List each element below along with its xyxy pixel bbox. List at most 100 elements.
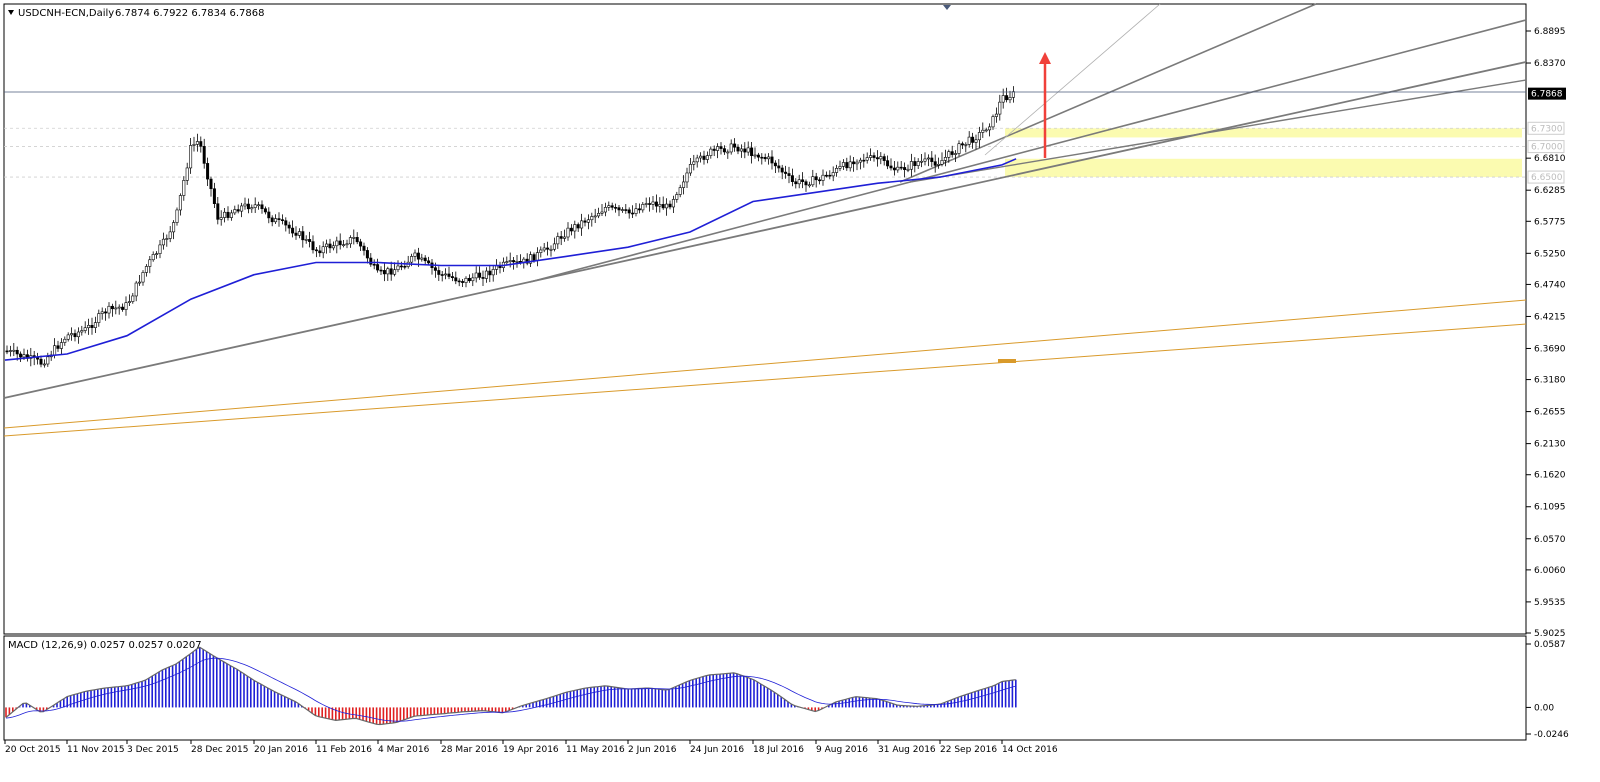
candle-body: [838, 166, 842, 169]
candle-body: [797, 179, 801, 185]
candle-body: [127, 301, 131, 303]
candle-body: [114, 307, 118, 310]
candle-body: [352, 237, 356, 239]
candle-body: [875, 157, 879, 160]
candle-body: [892, 167, 896, 171]
price-tick-label: 6.6810: [1534, 154, 1566, 164]
candle-body: [161, 238, 165, 246]
candle-body: [763, 157, 767, 160]
candle-body: [308, 239, 312, 242]
candle-body: [753, 154, 757, 157]
candle-body: [954, 153, 958, 155]
candle-body: [678, 187, 682, 195]
candle-body: [318, 250, 322, 254]
candle-body: [821, 174, 825, 181]
candle-body: [614, 207, 618, 209]
zone-label: 6.6500: [1531, 173, 1563, 183]
price-axis: 6.8895 6.8370 6.6810 6.6285 6.5775 6.5250 6.47…: [1526, 27, 1569, 740]
candle-body: [389, 268, 393, 275]
candle-body: [206, 163, 210, 180]
candle-body: [937, 163, 941, 166]
candle-body: [168, 231, 172, 239]
zone-label: 6.7000: [1531, 143, 1563, 153]
dropdown-triangle-icon[interactable]: [8, 10, 14, 15]
candle-body: [964, 144, 968, 146]
date-tick-label: 20 Jan 2016: [254, 745, 308, 755]
candle-body: [586, 219, 590, 223]
candle-body: [104, 311, 108, 314]
candle-body: [386, 268, 390, 275]
candle-body: [19, 353, 23, 358]
candle-body: [546, 247, 550, 250]
trendline-fan-thin: [984, 3, 1161, 156]
candle-body: [165, 238, 169, 240]
candle-body: [637, 208, 641, 211]
price-tick-label: 6.8895: [1534, 27, 1566, 37]
candle-body: [794, 181, 798, 185]
price-tick-label: 6.1095: [1534, 503, 1566, 513]
candle-body: [59, 342, 63, 349]
candle-body: [733, 143, 737, 148]
candle-body: [811, 176, 815, 186]
candle-body: [515, 261, 519, 263]
candle-body: [994, 113, 998, 117]
candle-body: [457, 280, 461, 283]
candle-body: [801, 179, 805, 182]
candle-body: [478, 272, 482, 278]
candle-body: [600, 211, 604, 214]
candle-body: [461, 281, 465, 283]
zone-dashed-lines: [4, 127, 1526, 178]
candle-body: [454, 277, 458, 282]
candle-body: [209, 178, 213, 190]
candle-body: [280, 219, 284, 221]
candle-body: [671, 199, 675, 208]
candle-body: [80, 330, 84, 333]
candle-body: [423, 257, 427, 262]
candle-body: [219, 217, 223, 220]
candle-body: [226, 211, 230, 218]
candle-body: [933, 161, 937, 166]
candle-body: [202, 146, 206, 164]
candle-body: [716, 146, 720, 151]
candle-body: [311, 241, 315, 251]
candle-body: [246, 203, 250, 210]
candle-body: [512, 260, 516, 263]
candle-body: [787, 173, 791, 176]
candle-body: [991, 116, 995, 128]
candle-body: [70, 333, 74, 336]
candle-body: [695, 157, 699, 163]
price-tick-label: 6.4215: [1534, 312, 1566, 322]
candle-body: [144, 266, 148, 273]
macd-tick-label: -0.0246: [1534, 730, 1569, 740]
candle-body: [372, 263, 376, 266]
candle-body: [807, 184, 811, 187]
candle-body: [770, 156, 774, 164]
zone-label: 6.7300: [1531, 124, 1563, 134]
candle-body: [974, 139, 978, 143]
candle-body: [899, 166, 903, 169]
candle-body: [593, 215, 597, 218]
candle-body: [930, 157, 934, 162]
candle-body: [855, 161, 859, 165]
candle-body: [505, 261, 509, 263]
candle-body: [63, 338, 67, 343]
date-tick-label: 3 Dec 2015: [127, 745, 179, 755]
candle-body: [780, 167, 784, 173]
price-tick-label: 6.4740: [1534, 280, 1566, 290]
candle-body: [56, 345, 60, 349]
candle-body: [447, 273, 451, 277]
candle-body: [484, 270, 488, 279]
candle-body: [831, 172, 835, 177]
candle-body: [403, 265, 407, 268]
candle-body: [784, 171, 788, 174]
chart-shift-marker-icon[interactable]: [943, 5, 951, 10]
candle-body: [138, 281, 142, 284]
candle-body: [444, 273, 448, 276]
candle-body: [440, 274, 444, 276]
candle-body: [250, 207, 254, 210]
candle-body: [97, 313, 101, 323]
candle-body: [172, 222, 176, 233]
candle-body: [814, 176, 818, 181]
candle-body: [416, 252, 420, 260]
date-tick-label: 24 Jun 2016: [690, 745, 744, 755]
